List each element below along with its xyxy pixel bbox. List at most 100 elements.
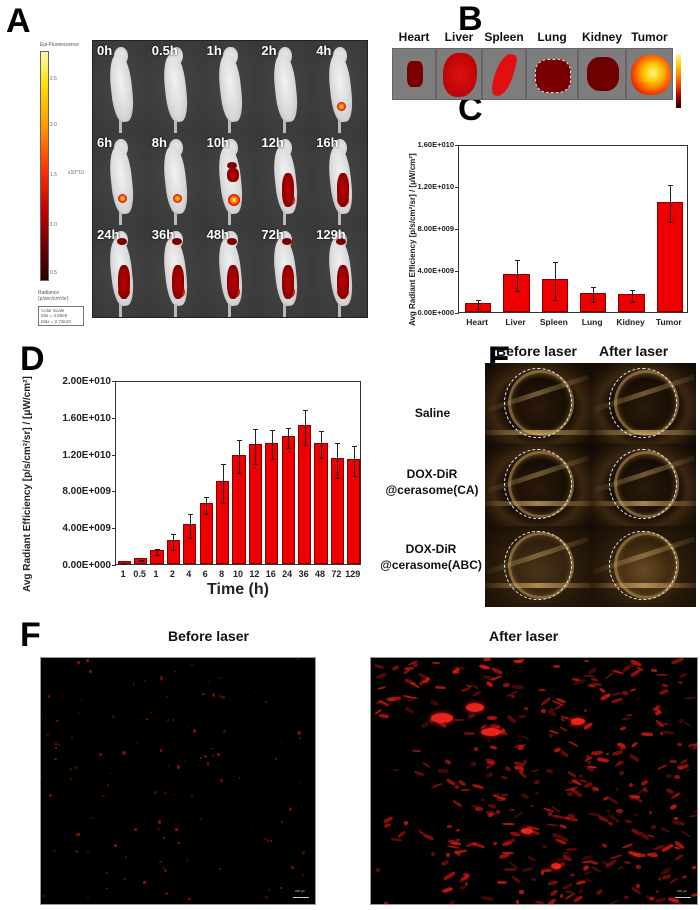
fluorescence-spot [474, 746, 478, 751]
timepoint-label: 6h [97, 135, 113, 150]
fluorescence-spot [539, 870, 545, 876]
mouse-tail [118, 212, 122, 225]
error-bar-cap [335, 477, 341, 479]
timepoint-label: 48h [206, 227, 229, 242]
error-bar-cap [514, 290, 520, 292]
fluorescence-spot [134, 810, 136, 812]
mouse-tail [283, 304, 287, 317]
chart-time-radiant-efficiency: 0.00E+000 4.00E+009 8.00E+009 1.20E+010 1.60… [0, 370, 375, 598]
fluorescence-spot [280, 887, 283, 890]
fluorescence-spot [467, 712, 476, 719]
fluorescence-spot [656, 876, 662, 882]
fluorescence-spot [566, 847, 578, 851]
error-bar-cap [552, 261, 558, 263]
fluorescence-spot [135, 742, 138, 744]
x-tick-label: 4 [186, 569, 192, 579]
fluorescence-spot [102, 794, 105, 798]
fluorescence-spot [626, 713, 633, 717]
fluorescence-spot [558, 726, 569, 733]
fluorescence-spot [257, 757, 259, 759]
fluorescence-spot [559, 750, 570, 759]
bar [134, 558, 148, 564]
x-tick-label: 24 [282, 569, 293, 579]
fluorescence-spot [115, 799, 117, 801]
organ-label: Kidney [581, 30, 622, 44]
error-bar [337, 442, 339, 478]
fluorescence-spot [604, 672, 615, 680]
fluorescence-spot [159, 860, 162, 864]
x-tick-label: 2 [169, 569, 175, 579]
row-label-line: DOX-DiR [405, 542, 457, 556]
fluorescence-spot [621, 843, 633, 849]
fluorescence-spot [209, 678, 212, 681]
fluorescence-spot [188, 737, 191, 740]
fluorescence-spot [422, 761, 431, 769]
fluorescence-spot [659, 826, 671, 833]
bar [265, 442, 279, 564]
x-tick-label: 48 [314, 569, 325, 579]
error-bar [554, 261, 556, 301]
organ-tile: Spleen [482, 30, 526, 114]
error-bar [206, 497, 208, 514]
fluorescence-spot [173, 793, 175, 795]
fluorescence-spot [483, 658, 492, 661]
mouse-tail [283, 212, 287, 225]
y-tick-label: 1.20E+010 [62, 449, 111, 461]
fluorescence-spot [513, 811, 523, 820]
fluorescence-spot [461, 788, 471, 791]
fluorescence-spot [442, 870, 456, 881]
fluorescence-spot [583, 708, 589, 713]
fluorescence-spot [670, 658, 685, 665]
fluorescence-spot [460, 874, 470, 882]
error-bar-cap [155, 555, 160, 557]
fluorescence-spot [609, 898, 621, 904]
fluorescence-spot [628, 782, 635, 789]
fluorescence-spot [384, 901, 389, 904]
fluorescence-spot [485, 680, 494, 688]
fluorescence-spot [661, 682, 668, 688]
fluorescence-spot [685, 767, 691, 772]
bar [281, 436, 295, 564]
error-bar [239, 439, 240, 474]
fluorescence-spot [502, 822, 516, 825]
error-bar [353, 446, 355, 476]
colorbar-tick: 0.5 [50, 270, 57, 276]
mouse-body [161, 144, 190, 215]
fluorescence-spot [586, 760, 591, 764]
colorbar-tick: 2.0 [50, 122, 57, 128]
liver-signal [227, 167, 240, 182]
fluorescence-spot [511, 875, 522, 885]
fluorescence-spot [671, 820, 686, 827]
fluorescence-spot [559, 823, 568, 830]
fluorescence-spot [579, 778, 588, 783]
fluorescence-spot [602, 795, 610, 802]
fluorescence-spot [616, 787, 620, 791]
x-tick-label: 129 [345, 569, 361, 579]
fluorescence-spot [545, 897, 558, 904]
plot-area [115, 381, 361, 565]
mouse-imaging-grid: 0h 0.5h 1h 2h 4h 6h 8h 10h 12h 16h 24h 36h 48h 72h 129… [92, 40, 368, 318]
fluorescence-spot [616, 761, 625, 766]
bright-fluorescence-region [551, 863, 561, 869]
organ-colorbar [676, 54, 681, 108]
x-axis-label: Time (h) [207, 581, 269, 598]
ultrasound-image-grid [485, 363, 696, 607]
x-tick-label: Heart [466, 317, 489, 327]
roi-dashed-circle [609, 367, 677, 438]
mouse-image-cell: 4h [312, 41, 367, 133]
e-row-label-abc: DOX-DiR @cerasome(ABC) [372, 541, 490, 573]
organ-label: Spleen [484, 30, 524, 44]
e-row-label-ca: DOX-DiR @cerasome(CA) [376, 466, 488, 498]
mouse-tail [337, 120, 341, 133]
fluorescence-spot [53, 757, 57, 761]
fluorescence-spot [657, 764, 669, 771]
fluorescence-spot [413, 696, 418, 699]
fluorescence-spot [375, 672, 388, 681]
fluorescence-spot [199, 764, 201, 766]
y-tick-label: 2.00E+010 [62, 376, 111, 387]
fluorescence-spot [502, 682, 510, 688]
fluorescence-spot [664, 722, 669, 726]
fluorescence-spot [642, 731, 655, 734]
fluorescence-spot [44, 717, 46, 719]
fluorescence-spot [405, 705, 415, 714]
